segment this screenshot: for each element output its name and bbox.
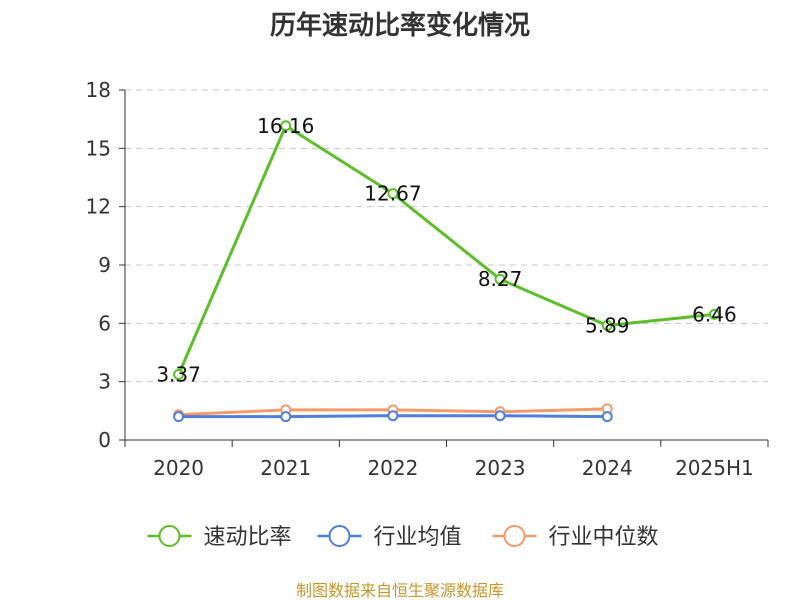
legend-item[interactable]: 速动比率 [147, 525, 292, 550]
legend-item[interactable]: 行业中位数 [492, 525, 659, 550]
series-line [177, 124, 715, 376]
data-labels: 3.37 16.16 12.67 8.27 5.89 6.46 [156, 114, 736, 387]
x-tick-label: 2024 [582, 456, 633, 480]
data-point[interactable] [708, 308, 720, 320]
data-point[interactable] [601, 319, 613, 331]
y-tick-label: 0 [98, 428, 111, 452]
chart-title: 历年速动比率变化情况 [270, 10, 530, 41]
x-tick-label: 2023 [475, 456, 526, 480]
x-tick-label: 2025H1 [675, 456, 754, 480]
data-point[interactable] [601, 411, 613, 423]
data-label: 6.46 [692, 302, 737, 326]
data-point[interactable] [280, 411, 292, 423]
y-tick-label: 6 [98, 311, 111, 335]
data-label: 16.16 [257, 114, 314, 138]
data-label: 3.37 [156, 362, 201, 386]
data-point[interactable] [280, 120, 292, 132]
data-label: 5.89 [585, 313, 630, 337]
y-tick-label: 18 [86, 78, 111, 102]
y-tick-label: 15 [86, 136, 111, 160]
data-points [173, 120, 720, 423]
grid-lines [125, 89, 768, 383]
y-tick-label: 3 [98, 370, 111, 394]
legend-label: 行业中位数 [549, 525, 659, 550]
data-label: 12.67 [364, 182, 421, 206]
legend-circle-icon [503, 525, 526, 547]
x-tick-label: 2021 [260, 456, 311, 480]
x-tick-label: 2020 [153, 456, 204, 480]
data-point[interactable] [173, 411, 185, 423]
data-point[interactable] [494, 273, 506, 285]
axes: 0 3 6 9 12 15 18 2020 2021 2022 2023 2024 2025H1 [86, 78, 769, 480]
y-tick-label: 12 [86, 195, 111, 219]
legend-circle-icon [158, 525, 181, 547]
data-label: 8.27 [478, 267, 523, 291]
x-tick-label: 2022 [367, 456, 418, 480]
y-tick-label: 9 [98, 253, 111, 277]
legend[interactable]: 速动比率 行业均值 行业中位数 [147, 525, 659, 550]
data-point[interactable] [387, 188, 399, 200]
legend-label: 速动比率 [204, 525, 292, 550]
data-point[interactable] [387, 410, 399, 422]
data-point[interactable] [173, 368, 185, 380]
legend-circle-icon [328, 525, 351, 547]
legend-item[interactable]: 行业均值 [317, 525, 462, 550]
legend-label: 行业均值 [374, 525, 462, 550]
source-note: 制图数据来自恒生聚源数据库 [296, 581, 504, 600]
data-point[interactable] [494, 410, 506, 422]
series-lines [177, 124, 715, 419]
